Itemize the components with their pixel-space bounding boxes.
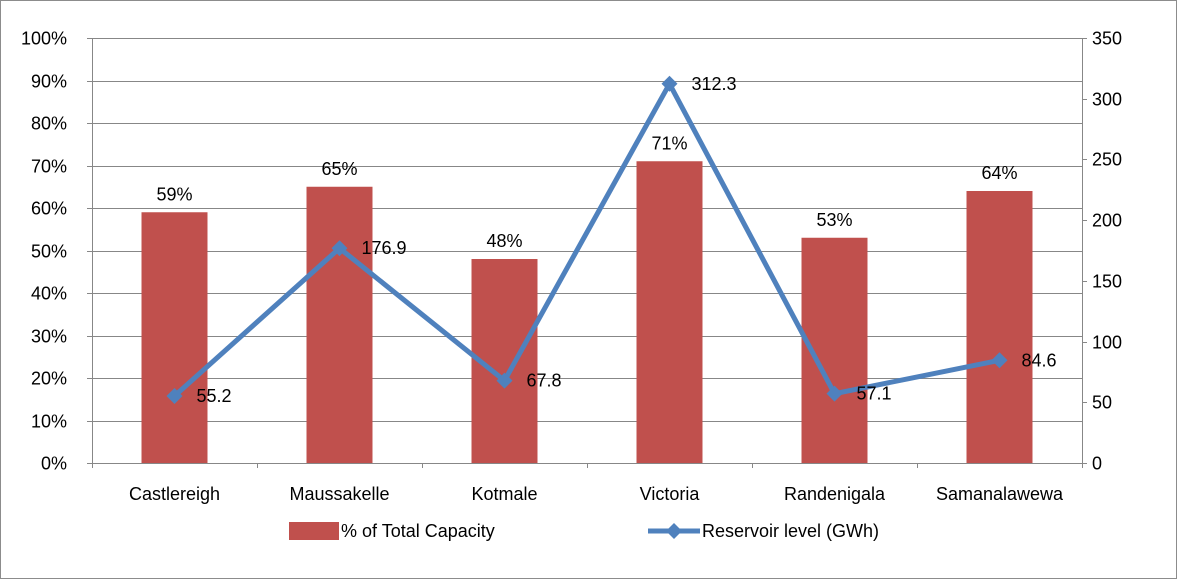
right-axis-tick-label: 150 bbox=[1092, 272, 1122, 292]
left-axis: 0% 10% 20% 30% 40% 50% 60% 70% 80% 90% 100% bbox=[21, 29, 92, 474]
left-axis-tick-label: 0% bbox=[41, 454, 67, 474]
legend: % of Total Capacity Reservoir level (GWh) bbox=[289, 521, 879, 541]
right-axis-tick-label: 100 bbox=[1092, 333, 1122, 353]
line-data-label: 67.8 bbox=[527, 371, 562, 391]
x-axis-category-label: Maussakelle bbox=[289, 484, 389, 504]
line-data-label: 312.3 bbox=[692, 74, 737, 94]
right-axis-tick-label: 300 bbox=[1092, 90, 1122, 110]
left-axis-tick-label: 10% bbox=[31, 412, 67, 432]
bar-data-label: 53% bbox=[816, 210, 852, 230]
line-marker bbox=[991, 352, 1008, 369]
bar bbox=[636, 161, 703, 463]
right-axis-tick-label: 0 bbox=[1092, 454, 1102, 474]
left-axis-tick-label: 30% bbox=[31, 327, 67, 347]
x-axis-category-label: Castlereigh bbox=[129, 484, 220, 504]
bar-data-labels: 59% 65% 48% 71% 53% 64% bbox=[156, 133, 1017, 251]
line-path bbox=[172, 81, 1000, 398]
bar-data-label: 48% bbox=[486, 231, 522, 251]
legend-swatch-bars bbox=[289, 522, 339, 540]
bar bbox=[306, 186, 373, 463]
right-axis-tick-label: 250 bbox=[1092, 150, 1122, 170]
line-data-label: 84.6 bbox=[1022, 350, 1057, 370]
left-axis-tick-label: 90% bbox=[31, 72, 67, 92]
line-marker bbox=[496, 372, 513, 389]
x-axis-category-label: Samanalawewa bbox=[936, 484, 1064, 504]
bar-data-label: 71% bbox=[651, 133, 687, 153]
line-data-label: 57.1 bbox=[857, 384, 892, 404]
bar-data-label: 59% bbox=[156, 184, 192, 204]
bar-data-label: 65% bbox=[321, 159, 357, 179]
left-axis-tick-label: 20% bbox=[31, 369, 67, 389]
legend-swatch-marker bbox=[666, 523, 682, 539]
left-axis-tick-label: 50% bbox=[31, 242, 67, 262]
right-axis-tick-label: 350 bbox=[1092, 29, 1122, 49]
left-axis-tick-label: 70% bbox=[31, 157, 67, 177]
right-axis: 0 50 100 150 200 250 300 350 bbox=[1082, 29, 1122, 474]
line-series bbox=[166, 75, 1008, 404]
x-axis-category-label: Randenigala bbox=[784, 484, 886, 504]
line-marker bbox=[661, 75, 678, 92]
line-data-labels: 55.2 176.9 67.8 312.3 57.1 84.6 bbox=[197, 74, 1057, 406]
line-data-label: 176.9 bbox=[362, 238, 407, 258]
line-data-label: 55.2 bbox=[197, 386, 232, 406]
left-axis-tick-label: 80% bbox=[31, 114, 67, 134]
left-axis-tick-label: 100% bbox=[21, 29, 67, 49]
line-marker bbox=[331, 240, 348, 257]
right-axis-tick-label: 200 bbox=[1092, 211, 1122, 231]
line-marker bbox=[826, 385, 843, 402]
left-axis-tick-label: 60% bbox=[31, 199, 67, 219]
bar-series bbox=[141, 161, 1033, 463]
legend-label-bars: % of Total Capacity bbox=[341, 521, 495, 541]
gridlines bbox=[92, 38, 1082, 422]
right-axis-tick-label: 50 bbox=[1092, 393, 1112, 413]
bar bbox=[141, 212, 208, 463]
x-axis-category-label: Victoria bbox=[640, 484, 701, 504]
bar bbox=[966, 191, 1033, 463]
x-axis: Castlereigh Maussakelle Kotmale Victoria Ran… bbox=[92, 463, 1083, 504]
x-axis-category-label: Kotmale bbox=[471, 484, 537, 504]
bar-data-label: 64% bbox=[981, 163, 1017, 183]
line-marker bbox=[166, 387, 183, 404]
left-axis-tick-label: 40% bbox=[31, 284, 67, 304]
legend-label-line: Reservoir level (GWh) bbox=[702, 521, 879, 541]
